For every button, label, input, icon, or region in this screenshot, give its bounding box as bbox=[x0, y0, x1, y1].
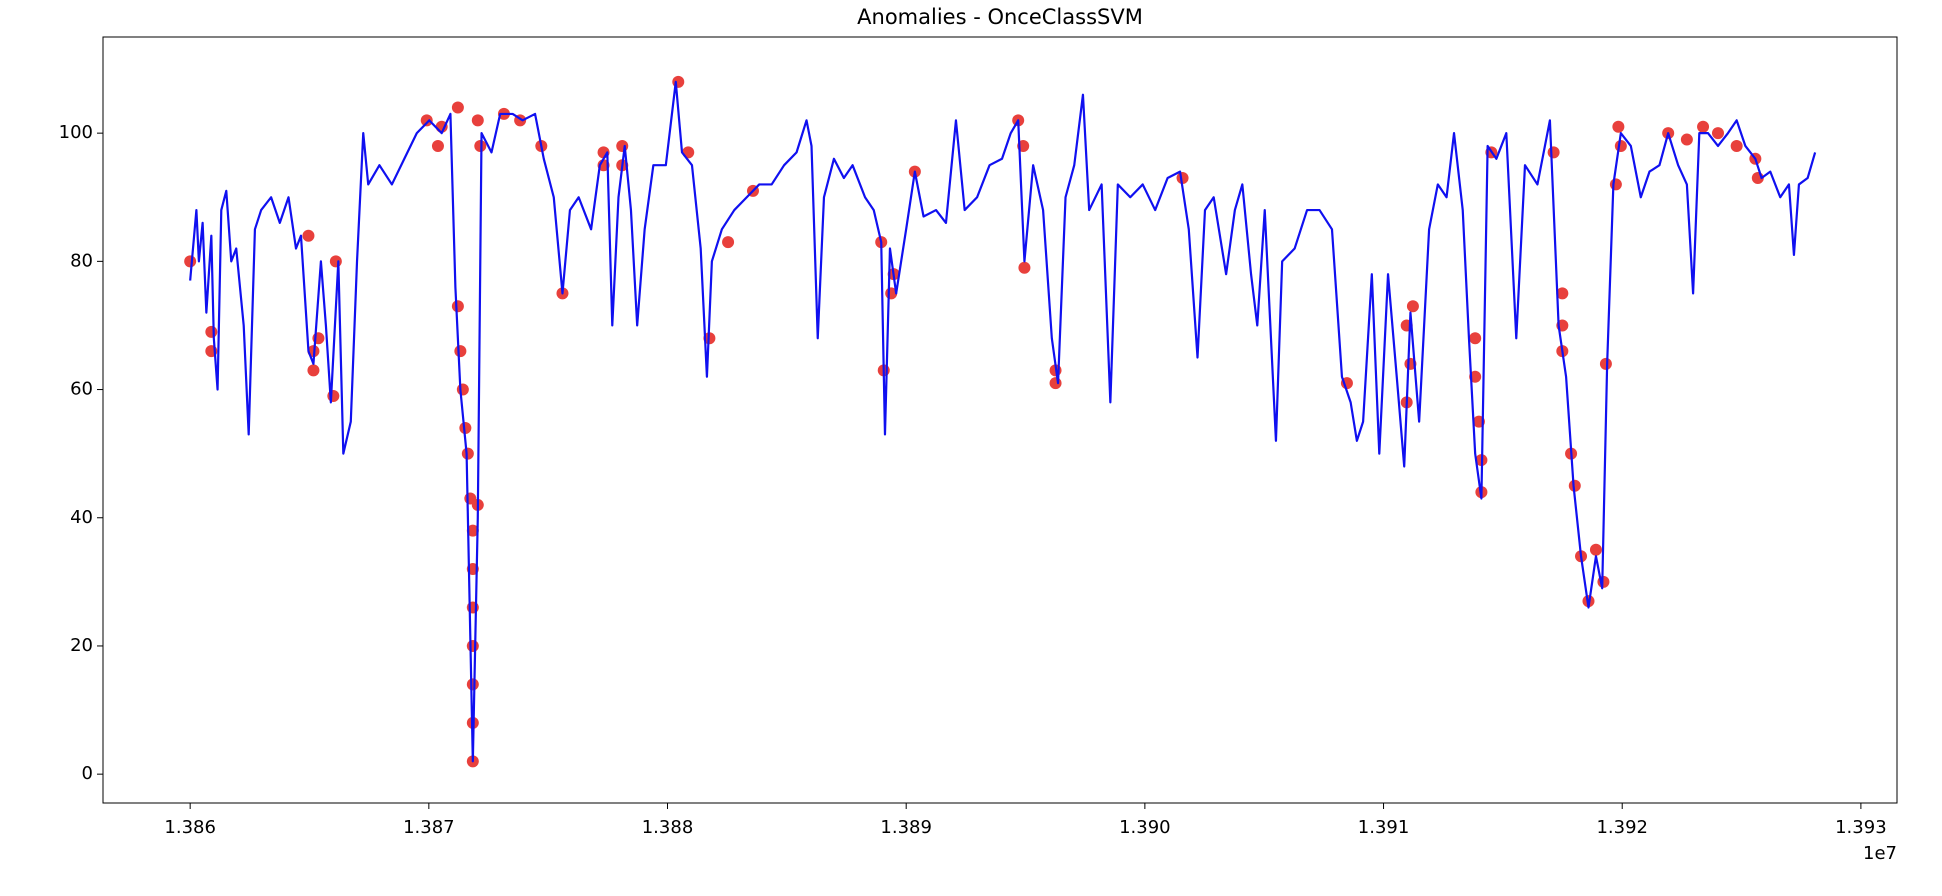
anomaly-point bbox=[722, 236, 735, 249]
anomaly-point bbox=[1680, 133, 1693, 146]
x-tick-label: 1.388 bbox=[642, 817, 694, 838]
anomaly-point bbox=[302, 229, 315, 242]
anomaly-point bbox=[616, 139, 629, 152]
y-tick-label: 20 bbox=[70, 635, 93, 656]
y-tick-label: 40 bbox=[70, 507, 93, 528]
anomaly-point bbox=[205, 325, 218, 338]
anomaly-point bbox=[1711, 127, 1724, 140]
anomaly-point bbox=[307, 364, 320, 377]
chart-title: Anomalies - OnceClassSVM bbox=[857, 5, 1143, 29]
x-tick-label: 1.391 bbox=[1358, 817, 1410, 838]
anomaly-point bbox=[1609, 178, 1622, 191]
anomaly-point bbox=[454, 345, 467, 358]
anomaly-point bbox=[420, 114, 433, 127]
x-tick-label: 1.390 bbox=[1119, 817, 1171, 838]
anomaly-point bbox=[1599, 357, 1612, 370]
anomaly-point bbox=[466, 524, 479, 537]
anomaly-point bbox=[329, 255, 342, 268]
anomaly-point bbox=[1469, 332, 1482, 345]
anomaly-point bbox=[672, 75, 685, 88]
y-tick-label: 60 bbox=[70, 379, 93, 400]
anomaly-point bbox=[1406, 300, 1419, 313]
anomaly-point bbox=[471, 114, 484, 127]
plot-frame bbox=[102, 36, 1898, 804]
anomaly-point bbox=[474, 139, 487, 152]
y-tick-label: 0 bbox=[82, 763, 93, 784]
x-offset-label: 1e7 bbox=[1863, 843, 1897, 864]
series-line bbox=[189, 80, 1817, 763]
anomaly-point bbox=[1568, 479, 1581, 492]
anomaly-point bbox=[1730, 139, 1743, 152]
x-tick-label: 1.389 bbox=[880, 817, 932, 838]
anomaly-point bbox=[466, 639, 479, 652]
anomaly-point bbox=[466, 678, 479, 691]
anomaly-point bbox=[459, 422, 472, 435]
anomaly-point bbox=[1556, 287, 1569, 300]
anomaly-point bbox=[431, 139, 444, 152]
y-tick-label: 100 bbox=[59, 122, 93, 143]
y-tick-label: 80 bbox=[70, 250, 93, 271]
anomaly-point bbox=[1547, 146, 1560, 159]
anomaly-point bbox=[1589, 543, 1602, 556]
anomaly-point bbox=[451, 300, 464, 313]
x-tick-label: 1.386 bbox=[164, 817, 216, 838]
anomaly-point bbox=[461, 447, 474, 460]
anomaly-point bbox=[456, 383, 469, 396]
anomaly-point bbox=[184, 255, 197, 268]
x-tick-label: 1.393 bbox=[1835, 817, 1887, 838]
x-tick-label: 1.392 bbox=[1596, 817, 1648, 838]
anomaly-point bbox=[1614, 139, 1627, 152]
x-tick-label: 1.387 bbox=[403, 817, 455, 838]
anomaly-point bbox=[451, 101, 464, 114]
anomaly-point bbox=[1049, 377, 1062, 390]
anomaly-point bbox=[1018, 261, 1031, 274]
anomaly-point bbox=[1697, 120, 1710, 133]
anomaly-point bbox=[1612, 120, 1625, 133]
